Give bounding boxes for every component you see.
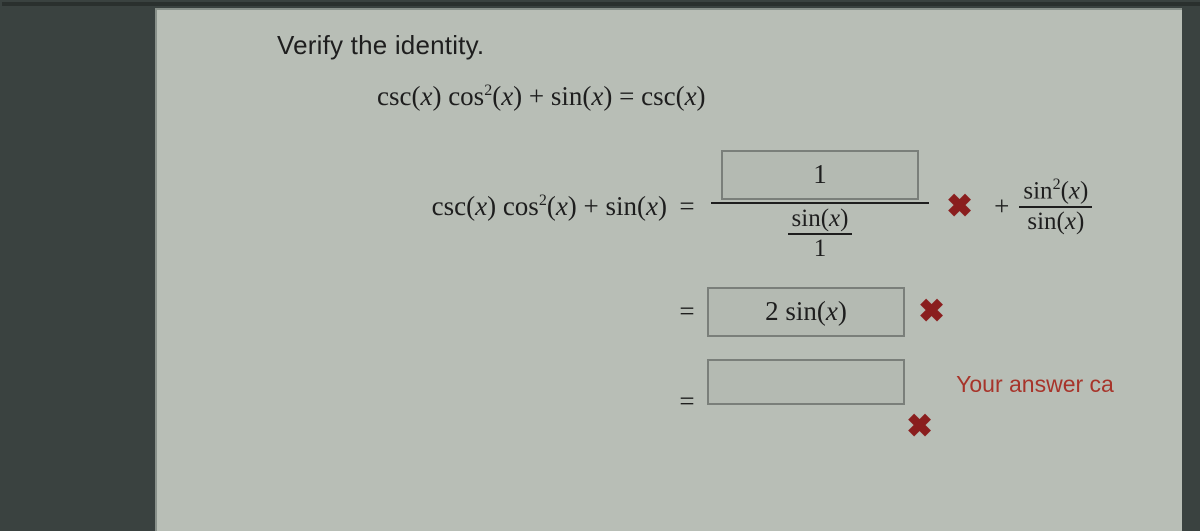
wrong-icon: ✖ [919, 294, 944, 329]
answer-hint: Your answer ca [956, 371, 1114, 398]
step1-den-den: 1 [810, 235, 831, 262]
wrong-icon: ✖ [907, 409, 932, 444]
equals-sign: = [667, 296, 707, 327]
step2-rhs: 2 sin(x) ✖ [707, 287, 956, 337]
step3-answer-input[interactable] [707, 359, 905, 405]
plus-sign: + [994, 191, 1009, 222]
identity-equation: csc(x) cos2(x) + sin(x) = csc(x) [377, 81, 1172, 112]
equals-sign: = [667, 191, 707, 222]
wrong-icon: ✖ [947, 189, 972, 224]
step1-trailing-fraction: sin2(x) sin(x) [1019, 177, 1092, 235]
step1-main-fraction: 1 sin(x) 1 [711, 148, 929, 265]
step1-denominator-fraction: sin(x) 1 [788, 206, 853, 263]
step-row-2: = 2 sin(x) ✖ [277, 287, 1172, 337]
step1-den-num: sin(x) [788, 206, 853, 235]
step2-answer-input[interactable]: 2 sin(x) [707, 287, 905, 337]
step3-rhs: ✖ Your answer ca [707, 359, 1114, 444]
step-row-3: = ✖ Your answer ca [277, 359, 1172, 444]
trailing-num: sin2(x) [1019, 177, 1092, 208]
step1-rhs: 1 sin(x) 1 ✖ + sin2(x) sin(x) [707, 148, 1092, 265]
step-row-1: csc(x) cos2(x) + sin(x) = 1 sin(x) 1 ✖ +… [277, 148, 1172, 265]
trailing-den: sin(x) [1023, 208, 1088, 235]
step1-answer-input[interactable]: 1 [721, 150, 919, 200]
question-prompt: Verify the identity. [277, 30, 1172, 61]
equals-sign: = [667, 386, 707, 417]
step1-lhs: csc(x) cos2(x) + sin(x) [277, 191, 667, 222]
question-panel: Verify the identity. csc(x) cos2(x) + si… [155, 8, 1182, 531]
